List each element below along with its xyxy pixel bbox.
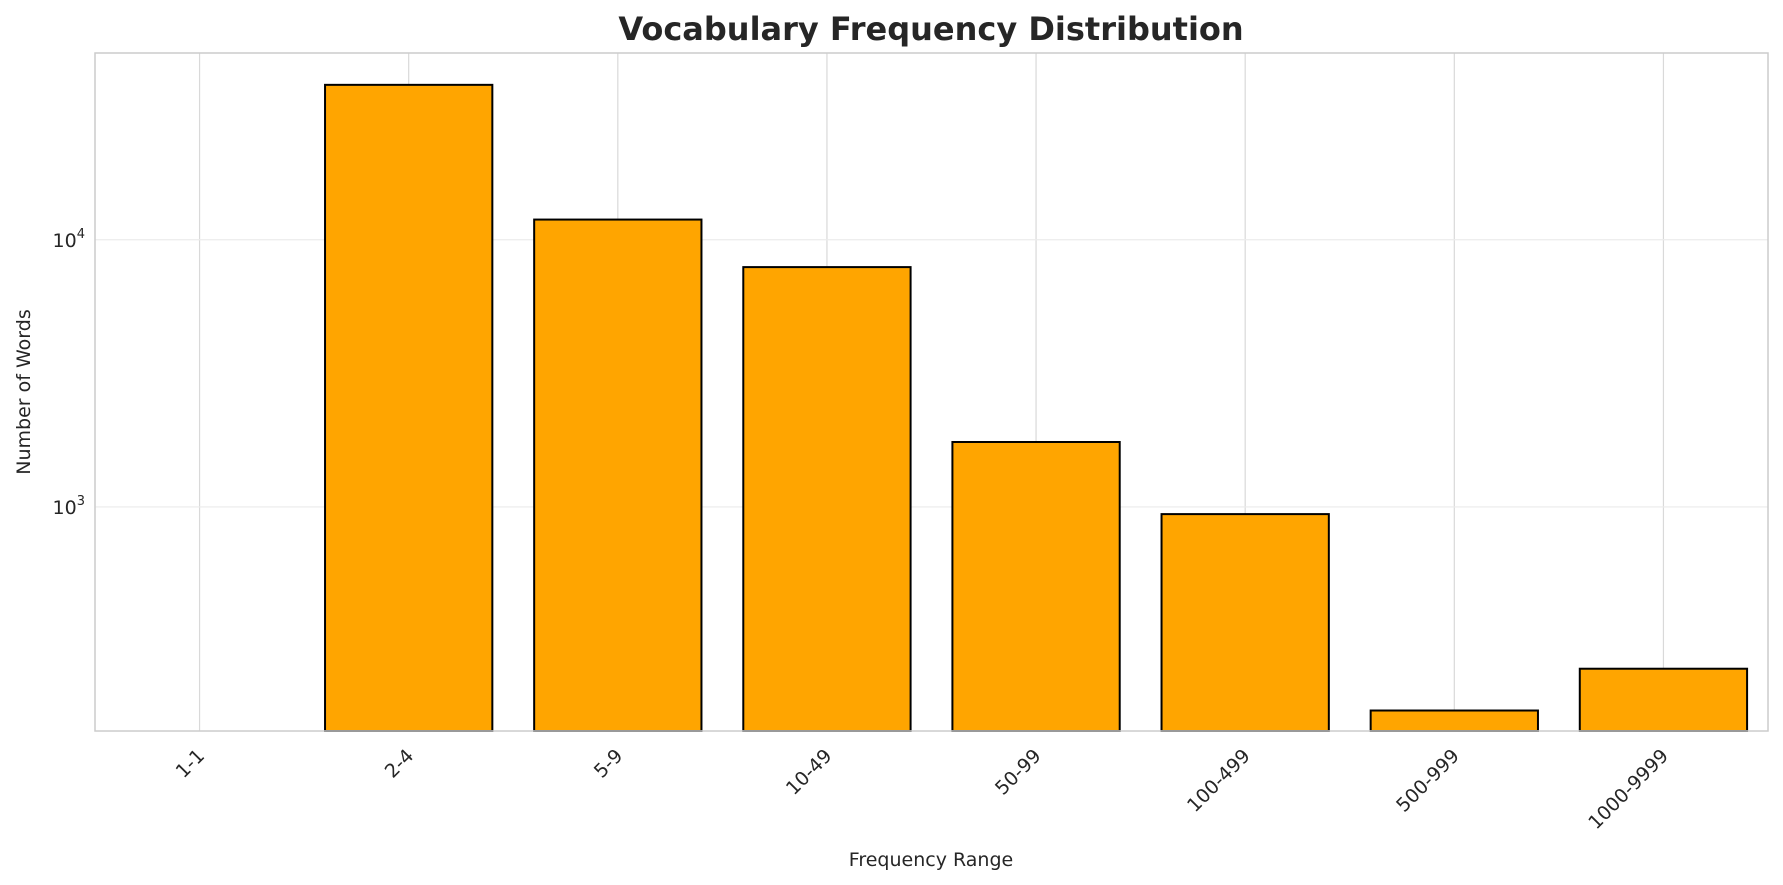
x-axis-label: Frequency Range	[849, 849, 1013, 871]
chart-title: Vocabulary Frequency Distribution	[618, 10, 1243, 48]
x-tick-labels: 1-1 2-4 5-9 10-49 50-99 100-499 500-999 1000-99…	[172, 745, 1673, 834]
x-tick-label: 500-999	[1392, 745, 1464, 817]
bar-2-4	[324, 83, 494, 733]
bar-500-999	[1369, 709, 1539, 733]
plot-frame	[94, 52, 1769, 732]
y-tick-label: 104	[53, 227, 85, 252]
x-tick-label: 10-49	[782, 745, 837, 800]
x-tick-label: 2-4	[381, 745, 419, 783]
x-tick-label: 5-9	[590, 745, 628, 783]
x-tick-label: 50-99	[991, 745, 1046, 800]
y-tick-label: 103	[53, 494, 85, 519]
y-tick-labels: 103 104	[53, 227, 85, 519]
y-axis-label: Number of Words	[13, 309, 35, 474]
x-tick-label: 1000-9999	[1584, 745, 1673, 834]
bar-50-99	[951, 440, 1121, 732]
x-tick-label: 100-499	[1183, 745, 1255, 817]
x-tick-label: 1-1	[172, 745, 210, 783]
bar-5-9	[533, 218, 703, 733]
bar-10-49	[742, 266, 912, 732]
bar-100-499	[1160, 513, 1330, 732]
bar-1000-9999	[1578, 667, 1749, 732]
